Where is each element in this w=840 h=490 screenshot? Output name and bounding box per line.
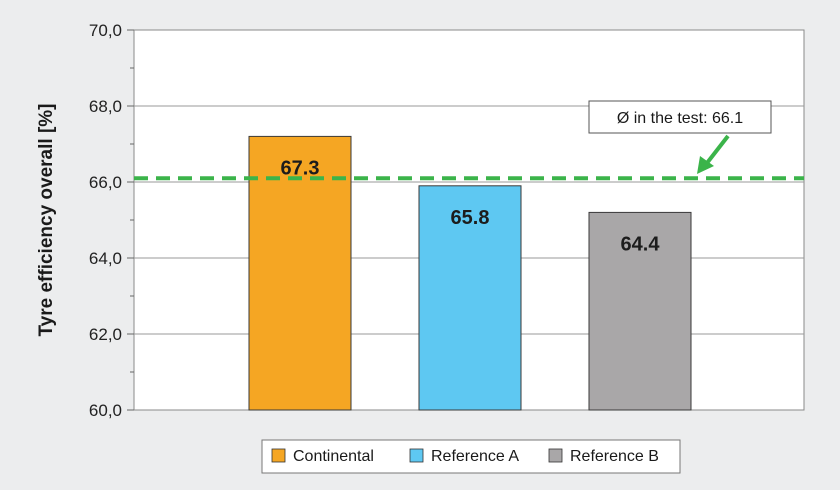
y-axis-label: Tyre efficiency overall [%]	[36, 103, 57, 336]
y-tick-label: 68,0	[89, 97, 122, 116]
legend-swatch-reference-b	[548, 448, 563, 463]
legend-swatch-reference-a	[409, 448, 424, 463]
bar-reference-b	[588, 211, 692, 411]
y-axis: 60,0 62,0 64,0 66,0 68,0 70,0	[89, 21, 134, 420]
annotation-arrow-head	[697, 156, 714, 174]
y-tick-label: 70,0	[89, 21, 122, 40]
y-tick-label: 60,0	[89, 401, 122, 420]
legend-label-reference-b: Reference B	[570, 448, 659, 465]
legend: Continental Reference A Reference B	[261, 439, 681, 474]
legend-label-continental: Continental	[293, 448, 374, 465]
bars: 67.3 65.8 64.4	[248, 135, 692, 411]
annotation-box	[588, 100, 772, 134]
bar-value-label-reference-b: 64.4	[621, 233, 661, 255]
bar-reference-a	[418, 185, 522, 411]
bar-continental	[248, 135, 352, 411]
legend-label-reference-a: Reference A	[431, 448, 519, 465]
legend-box	[261, 439, 681, 474]
bar-value-label-reference-a: 65.8	[451, 207, 490, 229]
average-annotation: Ø in the test: 66.1	[588, 100, 772, 174]
y-tick-label: 64,0	[89, 249, 122, 268]
y-tick-label: 66,0	[89, 173, 122, 192]
y-tick-label: 62,0	[89, 325, 122, 344]
bar-value-label-continental: 67.3	[281, 157, 320, 179]
legend-swatch-continental	[271, 448, 286, 463]
annotation-text: Ø in the test: 66.1	[617, 110, 743, 127]
annotation-arrow-shaft	[705, 134, 730, 165]
